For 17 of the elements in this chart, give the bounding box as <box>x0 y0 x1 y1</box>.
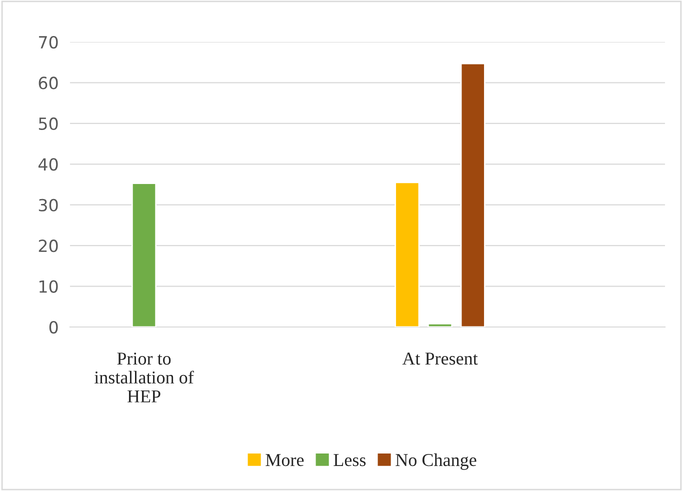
y-tick-label: 60 <box>38 76 58 90</box>
bar <box>427 323 453 327</box>
y-tick-label: 10 <box>40 280 58 293</box>
bar <box>394 182 420 327</box>
y-tick-label: 50 <box>38 117 58 130</box>
y-tick-label: 0 <box>49 320 58 334</box>
legend-label: No Change <box>396 453 476 470</box>
y-tick-label: 40 <box>38 158 58 171</box>
y-tick-label: 70 <box>39 36 58 49</box>
bar <box>131 182 157 327</box>
y-tick-label: 30 <box>38 198 58 212</box>
legend-label: More <box>266 454 304 466</box>
x-tick-label: Prior to installation of HEP <box>94 352 194 402</box>
y-tick-label: 20 <box>38 240 58 252</box>
legend-label: Less <box>334 454 366 466</box>
x-tick-label: At Present <box>402 352 478 365</box>
bar <box>460 62 486 327</box>
